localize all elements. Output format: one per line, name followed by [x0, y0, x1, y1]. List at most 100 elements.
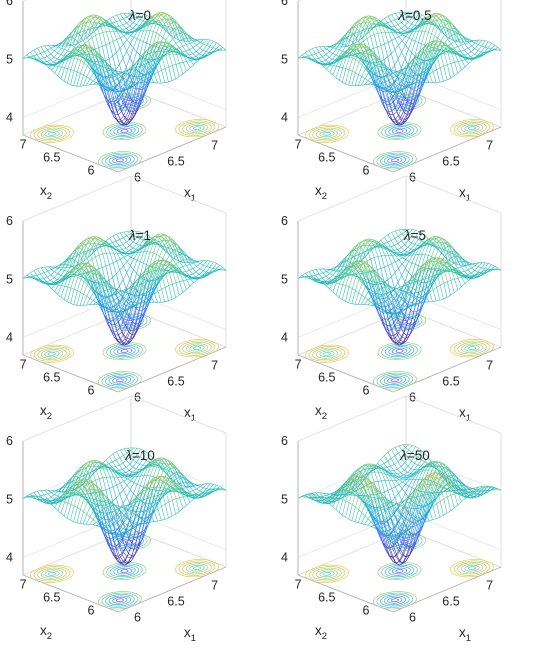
mesh-segment	[63, 68, 69, 82]
mesh-segment	[325, 51, 330, 55]
x2-tick-label: 7	[295, 137, 302, 151]
mesh-segment	[123, 257, 128, 262]
mesh-segment	[396, 104, 401, 112]
mesh-segment	[89, 14, 94, 16]
mesh-segment	[151, 59, 156, 72]
mesh-segment	[366, 35, 371, 39]
mesh-segment	[133, 38, 138, 49]
mesh-segment	[130, 69, 135, 76]
mesh-segment	[113, 31, 117, 40]
mesh-segment	[105, 87, 110, 90]
mesh-segment	[60, 49, 65, 55]
mesh-segment	[168, 38, 173, 44]
mesh-segment	[144, 61, 149, 68]
mesh-segment	[184, 56, 189, 58]
mesh-segment	[191, 40, 195, 42]
mesh-segment	[397, 29, 401, 33]
mesh-segment	[60, 297, 65, 300]
mesh-segment	[64, 58, 69, 68]
mesh-segment	[143, 63, 147, 76]
mesh-segment	[436, 69, 441, 83]
mesh-segment	[130, 43, 134, 49]
mesh-segment	[402, 34, 406, 37]
mesh-segment	[336, 43, 341, 50]
mesh-segment	[91, 46, 96, 51]
mesh-segment	[162, 25, 167, 30]
contour-ring	[308, 126, 346, 142]
mesh-segment	[474, 44, 479, 49]
mesh-segment	[165, 40, 170, 44]
mesh-segment	[125, 94, 130, 105]
mesh-segment	[33, 55, 37, 60]
mesh-segment	[39, 58, 44, 63]
mesh-segment	[400, 30, 405, 33]
mesh-segment	[134, 109, 139, 117]
z-tick-label: 4	[6, 111, 13, 125]
mesh-segment	[202, 266, 207, 272]
mesh-segment	[170, 49, 175, 52]
mesh-segment	[428, 32, 432, 35]
mesh-segment	[168, 285, 173, 300]
mesh-segment	[182, 44, 187, 47]
mesh-segment	[138, 99, 142, 104]
contour-ring	[189, 124, 205, 132]
mesh-segment	[183, 61, 187, 63]
mesh-segment	[358, 74, 362, 77]
mesh-segment	[122, 24, 127, 29]
mesh-segment	[111, 67, 116, 71]
mesh-segment	[116, 31, 121, 38]
mesh-segment	[129, 98, 134, 102]
mesh-segment	[134, 63, 139, 70]
mesh-segment	[206, 39, 211, 41]
mesh-segment	[120, 84, 124, 88]
mesh-segment	[54, 72, 58, 77]
mesh-segment	[85, 44, 90, 49]
mesh-segment	[216, 263, 220, 266]
mesh-segment	[384, 43, 388, 57]
mesh-segment	[51, 69, 55, 74]
mesh-segment	[120, 81, 124, 85]
surface-mesh	[22, 231, 227, 346]
mesh-segment	[400, 28, 405, 32]
mesh-segment	[335, 54, 340, 57]
mesh-segment	[151, 52, 156, 57]
mesh-segment	[112, 16, 117, 23]
mesh-segment	[119, 44, 124, 49]
mesh-segment	[172, 29, 177, 36]
mesh-segment	[202, 45, 207, 51]
mesh-segment	[170, 48, 175, 50]
mesh-segment	[70, 287, 75, 290]
mesh-segment	[158, 48, 163, 58]
mesh-segment	[76, 73, 81, 87]
mesh-segment	[377, 32, 382, 34]
mesh-segment	[440, 65, 444, 69]
contour-ring	[450, 119, 494, 138]
mesh-segment	[139, 75, 144, 77]
mesh-segment	[380, 59, 385, 62]
mesh-segment	[60, 67, 65, 79]
mesh-segment	[364, 72, 369, 79]
mesh-segment	[103, 79, 107, 84]
mesh-segment	[308, 54, 313, 57]
mesh-segment	[395, 81, 399, 85]
contour-ring	[116, 158, 124, 162]
mesh-segment	[339, 49, 343, 52]
mesh-segment	[308, 48, 313, 51]
mesh-segment	[40, 57, 44, 60]
mesh-segment	[179, 280, 184, 282]
mesh-segment	[102, 77, 107, 90]
mesh-segment	[46, 61, 51, 65]
mesh-segment	[108, 64, 113, 70]
mesh-segment	[121, 89, 126, 91]
mesh-segment	[148, 44, 153, 49]
mesh-segment	[206, 39, 211, 46]
mesh-segment	[171, 27, 176, 39]
mesh-segment	[96, 72, 101, 84]
mesh-segment	[408, 37, 413, 40]
mesh-segment	[179, 73, 183, 77]
mesh-segment	[179, 292, 183, 296]
x1-tick-label: 7	[486, 138, 493, 152]
mesh-segment	[443, 79, 448, 82]
mesh-segment	[477, 50, 482, 53]
mesh-segment	[339, 80, 343, 83]
